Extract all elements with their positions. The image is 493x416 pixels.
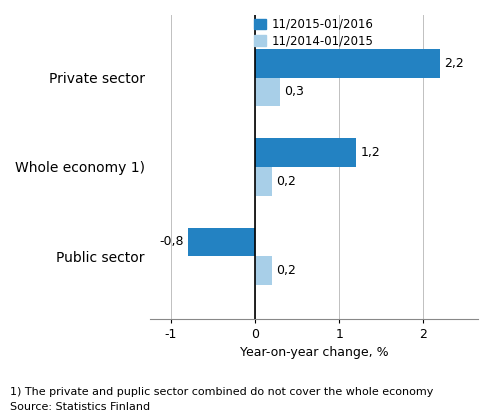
Bar [255,167,272,196]
Text: 0,3: 0,3 [284,85,304,98]
Text: Source: Statistics Finland: Source: Statistics Finland [10,402,150,412]
Bar [255,77,281,106]
Text: 0,2: 0,2 [276,175,296,188]
Text: 1) The private and puplic sector combined do not cover the whole economy: 1) The private and puplic sector combine… [10,387,433,397]
Bar [255,138,356,167]
Text: 2,2: 2,2 [444,57,464,70]
Text: 1,2: 1,2 [360,146,380,159]
Bar [255,256,272,285]
X-axis label: Year-on-year change, %: Year-on-year change, % [240,347,388,359]
Bar [255,49,440,77]
Text: -0,8: -0,8 [159,235,183,248]
Bar [188,228,255,256]
Text: 0,2: 0,2 [276,264,296,277]
Legend: 11/2015-01/2016, 11/2014-01/2015: 11/2015-01/2016, 11/2014-01/2015 [254,18,374,47]
